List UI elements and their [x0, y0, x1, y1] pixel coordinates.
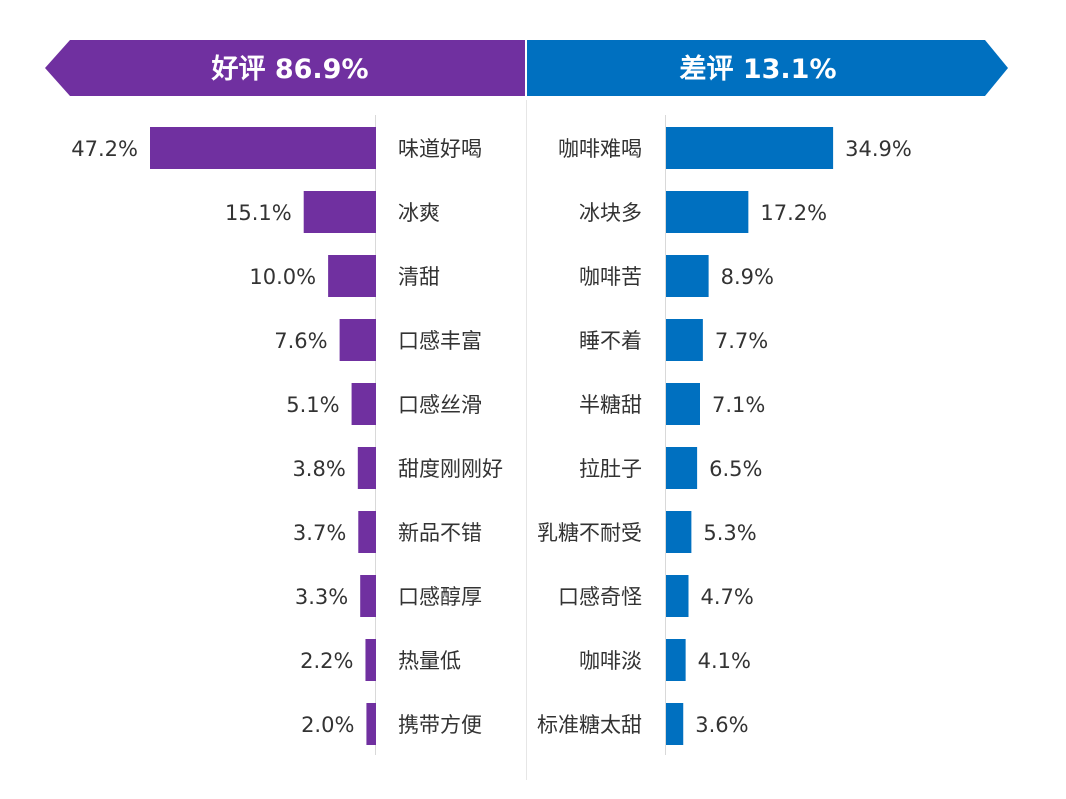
positive-bar-1: [150, 127, 376, 169]
negative-category-label-8: 口感奇怪: [558, 585, 642, 609]
positive-bar-7: [358, 511, 376, 553]
negative-bar-4: [666, 319, 703, 361]
negative-value-label-7: 5.3%: [703, 521, 756, 545]
negative-category-label-6: 拉肚子: [579, 457, 642, 481]
positive-category-label-5: 口感丝滑: [398, 393, 482, 417]
positive-category-label-6: 甜度刚刚好: [398, 457, 503, 481]
negative-value-label-1: 34.9%: [845, 137, 912, 161]
positive-value-label-10: 2.0%: [301, 713, 354, 737]
negative-value-label-10: 3.6%: [695, 713, 748, 737]
positive-value-label-6: 3.8%: [292, 457, 345, 481]
positive-bar-6: [357, 447, 376, 489]
positive-value-label-7: 3.7%: [293, 521, 346, 545]
positive-header-banner: [45, 40, 525, 96]
positive-category-label-2: 冰爽: [398, 201, 440, 225]
positive-bar-9: [365, 639, 376, 681]
negative-header-banner: [527, 40, 1008, 96]
negative-bar-5: [666, 383, 700, 425]
negative-bar-9: [666, 639, 686, 681]
negative-header-title: 差评 13.1%: [679, 53, 836, 85]
positive-header-title: 好评 86.9%: [210, 54, 368, 85]
negative-category-label-2: 冰块多: [579, 201, 642, 225]
positive-value-label-8: 3.3%: [295, 585, 348, 609]
negative-value-label-8: 4.7%: [701, 585, 754, 609]
positive-category-label-8: 口感醇厚: [398, 585, 482, 609]
positive-value-label-4: 7.6%: [274, 329, 327, 353]
negative-value-label-4: 7.7%: [715, 329, 768, 353]
negative-bar-8: [666, 575, 689, 617]
positive-category-label-9: 热量低: [398, 649, 461, 673]
positive-value-label-3: 10.0%: [249, 265, 316, 289]
negative-bar-3: [666, 255, 709, 297]
negative-bar-6: [666, 447, 698, 489]
positive-bar-3: [328, 255, 376, 297]
negative-category-label-7: 乳糖不耐受: [537, 521, 642, 545]
positive-value-label-1: 47.2%: [71, 137, 138, 161]
positive-bar-5: [351, 383, 376, 425]
negative-value-label-6: 6.5%: [709, 457, 762, 481]
positive-category-label-10: 携带方便: [398, 713, 482, 737]
positive-bar-2: [303, 191, 376, 233]
negative-category-label-10: 标准糖太甜: [537, 713, 642, 737]
negative-category-label-1: 咖啡难喝: [558, 137, 642, 161]
negative-value-label-5: 7.1%: [712, 393, 765, 417]
positive-category-label-1: 味道好喝: [398, 137, 482, 161]
positive-bar-10: [366, 703, 376, 745]
negative-bar-10: [666, 703, 684, 745]
negative-value-label-2: 17.2%: [760, 201, 827, 225]
positive-category-label-7: 新品不错: [398, 521, 482, 545]
positive-category-label-3: 清甜: [398, 265, 440, 289]
negative-bar-1: [666, 127, 834, 169]
positive-value-label-9: 2.2%: [300, 649, 353, 673]
negative-bar-7: [666, 511, 692, 553]
negative-value-label-3: 8.9%: [721, 265, 774, 289]
negative-value-label-9: 4.1%: [698, 649, 751, 673]
positive-bar-4: [339, 319, 376, 361]
positive-bar-8: [360, 575, 376, 617]
negative-category-label-9: 咖啡淡: [579, 649, 642, 673]
positive-value-label-5: 5.1%: [286, 393, 339, 417]
positive-value-label-2: 15.1%: [225, 201, 292, 225]
negative-bar-2: [666, 191, 749, 233]
negative-category-label-4: 睡不着: [579, 329, 642, 353]
negative-category-label-5: 半糖甜: [579, 393, 642, 417]
positive-category-label-4: 口感丰富: [398, 329, 482, 353]
negative-category-label-3: 咖啡苦: [579, 265, 642, 289]
